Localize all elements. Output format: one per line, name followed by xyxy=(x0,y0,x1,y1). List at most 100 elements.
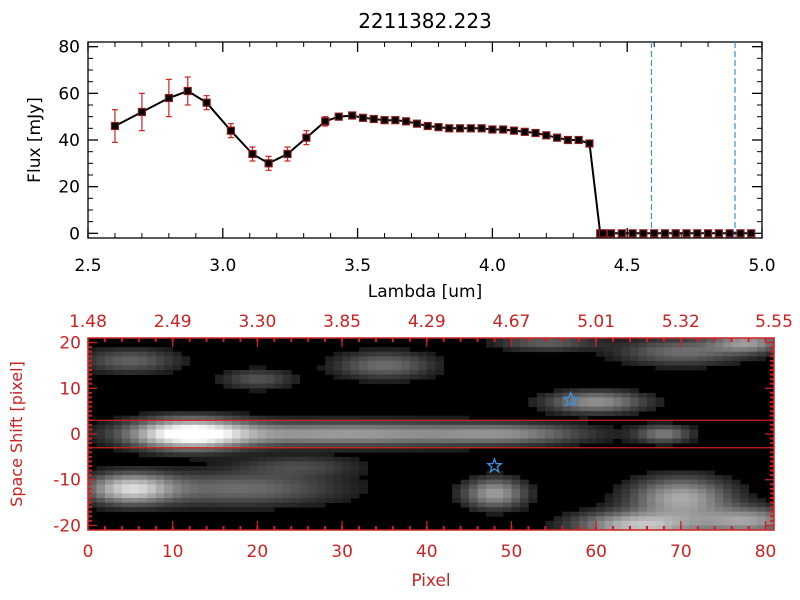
image-pixel xyxy=(630,360,639,366)
image-pixel xyxy=(672,493,682,499)
image-pixel xyxy=(350,438,360,444)
image-pixel xyxy=(367,379,377,385)
image-pixel xyxy=(240,411,250,417)
image-pixel xyxy=(384,420,394,426)
flux-point xyxy=(509,126,519,135)
image-pixel xyxy=(215,411,224,417)
image-pixel xyxy=(130,498,140,503)
image-pixel xyxy=(511,479,521,485)
image-pixel xyxy=(206,438,216,444)
image-pixel xyxy=(740,338,749,343)
image-pixel xyxy=(231,456,241,462)
image-pixel xyxy=(562,438,572,444)
image-pixel xyxy=(248,388,258,394)
image-pixel xyxy=(164,502,174,508)
image-pixel xyxy=(138,365,148,371)
image-pixel xyxy=(596,429,606,435)
image-pixel xyxy=(689,438,699,444)
image-pixel xyxy=(147,498,157,503)
shift-tick-label: 10 xyxy=(59,379,81,399)
image-pixel xyxy=(680,502,690,508)
image-pixel xyxy=(350,370,360,375)
image-pixel xyxy=(655,507,665,513)
image-pixel xyxy=(469,429,478,435)
image-pixel xyxy=(587,406,597,412)
image-pixel xyxy=(342,475,351,481)
image-pixel xyxy=(172,360,182,366)
image-pixel xyxy=(604,392,614,398)
image-pixel xyxy=(418,434,428,439)
y-tick-label: 20 xyxy=(58,178,80,198)
image-pixel xyxy=(367,347,377,353)
image-pixel xyxy=(155,488,165,494)
image-pixel xyxy=(494,338,504,343)
image-pixel xyxy=(172,415,182,421)
image-pixel xyxy=(621,338,631,343)
image-pixel xyxy=(452,488,462,494)
image-pixel xyxy=(757,356,766,362)
image-pixel xyxy=(765,516,775,522)
image-pixel xyxy=(511,475,521,481)
image-pixel xyxy=(181,502,191,508)
image-pixel xyxy=(147,443,157,449)
image-pixel xyxy=(164,370,174,375)
image-pixel xyxy=(646,356,656,362)
image-pixel xyxy=(587,402,597,407)
image-pixel xyxy=(198,429,207,435)
image-pixel xyxy=(96,488,106,494)
image-pixel xyxy=(748,356,758,362)
image-pixel xyxy=(553,429,563,435)
image-pixel xyxy=(562,392,572,398)
image-pixel xyxy=(646,484,656,490)
image-pixel xyxy=(663,484,673,490)
flux-point xyxy=(358,113,368,122)
flux-point xyxy=(369,114,378,124)
image-pixel xyxy=(511,498,521,503)
image-pixel xyxy=(562,388,572,394)
image-pixel xyxy=(96,484,106,490)
pixel-tick-label: 40 xyxy=(416,542,438,562)
image-pixel xyxy=(325,475,335,481)
image-pixel xyxy=(655,484,665,490)
image-pixel xyxy=(240,429,250,435)
image-pixel xyxy=(723,338,733,343)
image-pixel xyxy=(308,484,318,490)
image-pixel xyxy=(104,424,114,430)
image-pixel xyxy=(477,488,487,494)
image-pixel xyxy=(646,402,656,407)
image-pixel xyxy=(172,484,182,490)
image-pixel xyxy=(757,338,766,343)
image-pixel xyxy=(308,429,318,435)
image-pixel xyxy=(630,351,639,357)
image-pixel xyxy=(240,502,250,508)
image-pixel xyxy=(655,520,665,526)
image-pixel xyxy=(494,420,504,426)
image-pixel xyxy=(240,456,250,462)
image-pixel xyxy=(342,493,351,499)
image-pixel xyxy=(723,484,733,490)
image-pixel xyxy=(714,360,724,366)
image-pixel xyxy=(189,488,199,494)
image-pixel xyxy=(384,379,394,385)
image-pixel xyxy=(426,434,436,439)
image-pixel xyxy=(638,402,648,407)
image-pixel xyxy=(562,511,572,517)
image-pixel xyxy=(562,406,572,412)
image-pixel xyxy=(596,525,606,531)
image-pixel xyxy=(333,434,343,439)
image-pixel xyxy=(409,429,419,435)
image-pixel xyxy=(359,356,368,362)
image-pixel xyxy=(680,488,690,494)
image-pixel xyxy=(113,466,123,471)
image-pixel xyxy=(164,429,174,435)
image-pixel xyxy=(223,424,233,430)
image-pixel xyxy=(435,424,445,430)
image-pixel xyxy=(460,424,470,430)
image-pixel xyxy=(206,429,216,435)
image-pixel xyxy=(231,415,241,421)
image-pixel xyxy=(646,507,656,513)
image-pixel xyxy=(96,370,106,375)
image-pixel xyxy=(765,525,775,531)
image-pixel xyxy=(333,365,343,371)
image-pixel xyxy=(291,438,301,444)
